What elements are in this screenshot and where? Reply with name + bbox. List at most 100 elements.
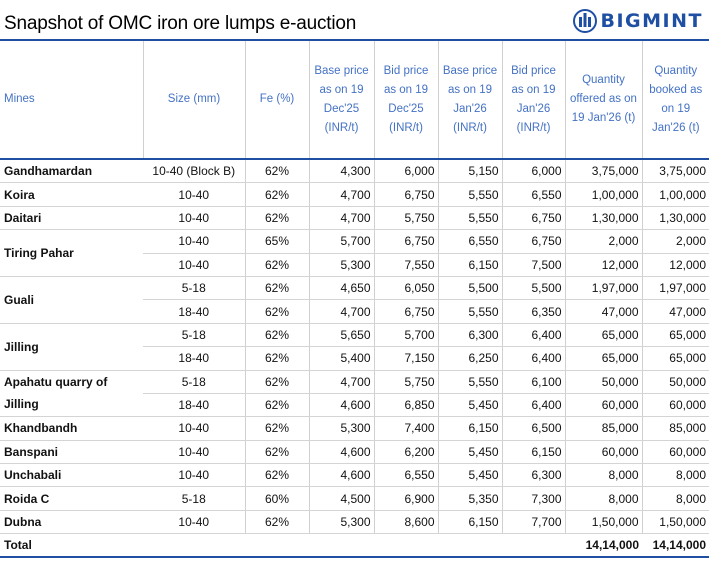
col-header-qty-offered: Quantity offered as on 19 Jan'26 (t)	[565, 41, 643, 160]
fe-cell: 62%	[245, 299, 310, 324]
bid-jan-cell: 7,700	[502, 510, 566, 535]
base-dec-cell: 4,700	[309, 206, 375, 231]
bid-dec-cell: 6,750	[374, 299, 439, 324]
fe-cell: 62%	[245, 440, 310, 465]
bid-dec-cell: 5,700	[374, 323, 439, 348]
col-header-bid-jan: Bid price as on 19 Jan'26 (INR/t)	[502, 41, 566, 160]
qty-booked-cell: 60,000	[642, 393, 709, 418]
base-jan-cell: 5,150	[438, 159, 503, 184]
base-jan-cell: 6,150	[438, 416, 503, 441]
col-header-qty-booked: Quantity booked as on 19 Jan'26 (t)	[642, 41, 709, 160]
base-jan-cell: 5,450	[438, 440, 503, 465]
base-jan-cell: 5,450	[438, 463, 503, 488]
bid-dec-cell: 7,150	[374, 346, 439, 371]
size-cell: 18-40	[143, 346, 246, 371]
fe-cell: 62%	[245, 346, 310, 371]
base-jan-cell: 5,550	[438, 206, 503, 231]
mine-name: Unchabali	[0, 463, 143, 488]
size-cell: 5-18	[143, 486, 246, 511]
base-dec-cell: 4,600	[309, 440, 375, 465]
qty-booked-cell: 47,000	[642, 299, 709, 324]
bid-jan-cell: 6,400	[502, 323, 566, 348]
bid-dec-cell: 8,600	[374, 510, 439, 535]
size-cell: 10-40	[143, 440, 246, 465]
qty-offered-cell: 1,50,000	[565, 510, 643, 535]
table-row: Banspani 10-40 62% 4,600 6,200 5,450 6,1…	[0, 440, 709, 465]
table-row: Roida C 5-18 60% 4,500 6,900 5,350 7,300…	[0, 486, 709, 511]
bid-dec-cell: 5,750	[374, 370, 439, 394]
bid-jan-cell: 6,750	[502, 206, 566, 231]
fe-cell: 62%	[245, 159, 310, 184]
qty-offered-cell: 85,000	[565, 416, 643, 441]
base-dec-cell: 4,300	[309, 159, 375, 184]
total-row: Total 14,14,000 14,14,000	[0, 533, 709, 559]
fe-cell: 62%	[245, 323, 310, 348]
qty-offered-cell: 60,000	[565, 393, 643, 418]
fe-cell: 62%	[245, 370, 310, 394]
mine-name: Gandhamardan	[0, 159, 143, 184]
table-row: Guali 5-18 62% 4,650 6,050 5,500 5,500 1…	[0, 276, 709, 324]
qty-booked-cell: 8,000	[642, 486, 709, 511]
qty-booked-cell: 1,00,000	[642, 182, 709, 207]
size-cell: 10-40	[143, 416, 246, 441]
qty-booked-cell: 3,75,000	[642, 159, 709, 184]
base-jan-cell: 6,250	[438, 346, 503, 371]
fe-cell: 62%	[245, 510, 310, 535]
bid-jan-cell: 6,400	[502, 346, 566, 371]
base-dec-cell: 4,600	[309, 393, 375, 418]
brand-name: BIGMINT	[600, 10, 703, 32]
qty-offered-cell: 1,97,000	[565, 276, 643, 301]
qty-offered-cell: 8,000	[565, 486, 643, 511]
base-jan-cell: 6,300	[438, 323, 503, 348]
fe-cell: 60%	[245, 486, 310, 511]
base-dec-cell: 5,650	[309, 323, 375, 348]
table-row: Daitari 10-40 62% 4,700 5,750 5,550 6,75…	[0, 206, 709, 231]
qty-booked-cell: 1,30,000	[642, 206, 709, 231]
bid-jan-cell: 7,300	[502, 486, 566, 511]
size-cell: 10-40	[143, 182, 246, 207]
col-header-base-dec: Base price as on 19 Dec'25 (INR/t)	[309, 41, 375, 160]
table-row: Jilling 5-18 62% 5,650 5,700 6,300 6,400…	[0, 323, 709, 371]
mine-name: Tiring Pahar	[0, 229, 143, 277]
base-jan-cell: 5,350	[438, 486, 503, 511]
qty-booked-cell: 65,000	[642, 323, 709, 348]
col-header-base-jan: Base price as on 19 Jan'26 (INR/t)	[438, 41, 503, 160]
qty-offered-cell: 8,000	[565, 463, 643, 488]
table-row: Gandhamardan 10-40 (Block B) 62% 4,300 6…	[0, 159, 709, 184]
bid-jan-cell: 7,500	[502, 253, 566, 277]
table-row: Apahatu quarry of Jilling 5-18 62% 4,700…	[0, 370, 709, 418]
bid-jan-cell: 5,500	[502, 276, 566, 301]
page-title: Snapshot of OMC iron ore lumps e-auction	[4, 13, 357, 34]
qty-offered-cell: 65,000	[565, 323, 643, 348]
table-row: Khandbandh 10-40 62% 5,300 7,400 6,150 6…	[0, 416, 709, 441]
table-row: Unchabali 10-40 62% 4,600 6,550 5,450 6,…	[0, 463, 709, 488]
size-cell: 10-40	[143, 463, 246, 488]
col-header-mines: Mines	[0, 41, 144, 160]
base-dec-cell: 4,700	[309, 182, 375, 207]
title-divider	[0, 39, 709, 41]
size-cell: 10-40	[143, 510, 246, 535]
base-dec-cell: 4,700	[309, 370, 375, 394]
table-row: 10-40 62% 5,300 7,550 6,150 7,500 12,000…	[0, 253, 709, 277]
bid-dec-cell: 6,050	[374, 276, 439, 301]
qty-booked-cell: 65,000	[642, 346, 709, 371]
table-row: Koira 10-40 62% 4,700 6,750 5,550 6,550 …	[0, 182, 709, 207]
size-cell: 10-40	[143, 229, 246, 254]
bid-jan-cell: 6,100	[502, 370, 566, 394]
base-jan-cell: 5,550	[438, 182, 503, 207]
base-jan-cell: 6,150	[438, 510, 503, 535]
qty-offered-cell: 2,000	[565, 229, 643, 254]
qty-booked-cell: 1,50,000	[642, 510, 709, 535]
qty-booked-cell: 85,000	[642, 416, 709, 441]
bid-dec-cell: 6,900	[374, 486, 439, 511]
qty-booked-cell: 50,000	[642, 370, 709, 394]
bid-jan-cell: 6,300	[502, 463, 566, 488]
qty-offered-cell: 50,000	[565, 370, 643, 394]
fe-cell: 65%	[245, 229, 310, 254]
fe-cell: 62%	[245, 206, 310, 231]
bid-dec-cell: 6,750	[374, 182, 439, 207]
base-dec-cell: 5,300	[309, 416, 375, 441]
qty-booked-cell: 12,000	[642, 253, 709, 277]
bid-dec-cell: 6,000	[374, 159, 439, 184]
qty-booked-cell: 1,97,000	[642, 276, 709, 301]
